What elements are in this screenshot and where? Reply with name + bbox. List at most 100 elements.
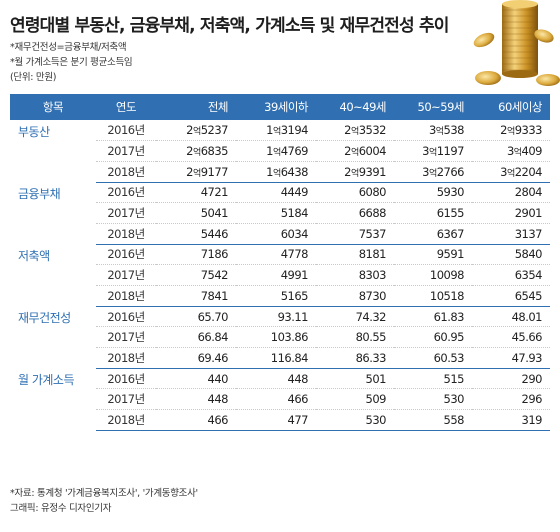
eok-unit: 억: [192, 127, 201, 138]
year-cell: 2018년: [96, 409, 156, 431]
year-cell: 2018년: [96, 347, 156, 369]
value-cell: 8730: [316, 285, 394, 307]
value-cell: 7542: [156, 264, 236, 286]
value-cell: 4991: [236, 264, 316, 286]
year-cell: 2018년: [96, 223, 156, 245]
eok-unit: 억: [272, 168, 281, 179]
value-cell: 2901: [472, 202, 550, 224]
value-cell: 1억4769: [236, 140, 316, 162]
value-eok-part: 3: [500, 164, 507, 179]
table-row: 2018년 7841 5165 8730 10518 6545: [10, 285, 550, 307]
year-cell: 2016년: [96, 182, 156, 204]
year-cell: 2016년: [96, 368, 156, 390]
value-cell: 6155: [394, 202, 472, 224]
value-man-part: 538: [443, 123, 465, 138]
value-cell: 466: [156, 409, 236, 431]
footer: *자료: 통계청 '가계금융복지조사', '가계동향조사' 그래픽: 유정수 디…: [10, 486, 198, 516]
table-row: 2017년 66.84 103.86 80.55 60.95 45.66: [10, 326, 550, 349]
table-row: 2018년 5446 6034 7537 6367 3137: [10, 223, 550, 245]
value-man-part: 9333: [514, 123, 543, 138]
year-cell: 2017년: [96, 388, 156, 411]
eok-unit: 억: [192, 168, 201, 179]
value-cell: 7841: [156, 285, 236, 307]
table-row: 월 가계소득 2016년 440 448 501 515 290: [10, 368, 550, 431]
value-man-part: 5237: [200, 123, 229, 138]
value-cell: 66.84: [156, 326, 236, 349]
eok-unit: 억: [272, 148, 281, 159]
value-cell: 530: [394, 388, 472, 411]
value-cell: 290: [472, 368, 550, 390]
value-eok-part: 1: [266, 164, 273, 179]
table-body: 부동산 2016년 2억5237 1억3194 2억3532 3억538 2억9333 201…: [10, 120, 550, 431]
value-cell: 466: [236, 388, 316, 411]
table-header-row: 항목 연도 전체 39세이하 40~49세 50~59세 60세이상: [10, 94, 550, 120]
value-cell: 5184: [236, 202, 316, 224]
note-unit: (단위: 만원): [10, 72, 57, 83]
value-man-part: 4769: [280, 144, 309, 159]
value-cell: 74.32: [316, 306, 394, 328]
col-header-60-over: 60세이상: [472, 94, 550, 120]
value-eok-part: 3: [422, 144, 429, 159]
value-cell: 6034: [236, 223, 316, 245]
value-cell: 4449: [236, 182, 316, 204]
page-title: 연령대별 부동산, 금융부채, 저축액, 가계소득 및 재무건전성 추이: [10, 16, 449, 36]
value-cell: 60.53: [394, 347, 472, 369]
value-cell: 3137: [472, 223, 550, 245]
value-cell: 86.33: [316, 347, 394, 369]
value-cell: 501: [316, 368, 394, 390]
value-cell: 7537: [316, 223, 394, 245]
value-cell: 69.46: [156, 347, 236, 369]
value-cell: 47.93: [472, 347, 550, 369]
eok-unit: 억: [350, 148, 359, 159]
group-label: 월 가계소득: [10, 368, 96, 431]
note-income: *월 가계소득은 분기 평균소득임: [10, 57, 133, 68]
value-cell: 448: [236, 368, 316, 390]
table-row: 2017년 2억6835 1억4769 2억6004 3억1197 3억409: [10, 140, 550, 162]
eok-unit: 억: [350, 127, 359, 138]
data-table: 항목 연도 전체 39세이하 40~49세 50~59세 60세이상 부동산 20…: [10, 94, 550, 431]
note-definition: *재무건전성=금융부채/저축액: [10, 42, 127, 53]
value-cell: 80.55: [316, 326, 394, 349]
table-row: 2018년 466 477 530 558 319: [10, 409, 550, 431]
value-man-part: 2766: [436, 164, 465, 179]
value-eok-part: 3: [506, 144, 514, 159]
value-cell: 319: [472, 409, 550, 431]
value-cell: 6080: [316, 182, 394, 204]
value-cell: 4778: [236, 244, 316, 266]
value-cell: 2억6004: [316, 140, 394, 162]
value-cell: 530: [316, 409, 394, 431]
value-cell: 93.11: [236, 306, 316, 328]
value-eok-part: 2: [186, 144, 193, 159]
value-cell: 515: [394, 368, 472, 390]
value-man-part: 409: [521, 144, 543, 159]
value-cell: 1억6438: [236, 161, 316, 183]
col-header-39-under: 39세이하: [236, 94, 316, 120]
year-cell: 2017년: [96, 140, 156, 162]
value-eok-part: 1: [266, 144, 273, 159]
value-cell: 9591: [394, 244, 472, 266]
value-man-part: 2204: [514, 164, 543, 179]
eok-unit: 억: [272, 127, 281, 138]
value-cell: 103.86: [236, 326, 316, 349]
value-eok-part: 2: [344, 144, 351, 159]
group-label: 금융부채: [10, 182, 96, 245]
value-cell: 5446: [156, 223, 236, 245]
value-cell: 116.84: [236, 347, 316, 369]
value-eok-part: 3: [422, 164, 429, 179]
table-row: 부동산 2016년 2억5237 1억3194 2억3532 3억538 2억9333: [10, 120, 550, 183]
value-man-part: 3194: [280, 123, 309, 138]
value-eok-part: 2: [500, 123, 507, 138]
eok-unit: 억: [506, 168, 515, 179]
group-label: 저축액: [10, 244, 96, 307]
value-eok-part: 3: [428, 123, 436, 138]
value-cell: 10098: [394, 264, 472, 286]
value-man-part: 9391: [358, 164, 387, 179]
value-cell: 558: [394, 409, 472, 431]
gold-coins-illustration: [473, 0, 560, 86]
value-cell: 2억9177: [156, 161, 236, 183]
value-cell: 2억9333: [472, 120, 550, 142]
col-header-40s: 40~49세: [316, 94, 394, 120]
value-man-part: 6835: [200, 144, 229, 159]
table-row: 재무건전성 2016년 65.70 93.11 74.32 61.83 48.01: [10, 306, 550, 369]
col-header-total: 전체: [156, 94, 236, 120]
